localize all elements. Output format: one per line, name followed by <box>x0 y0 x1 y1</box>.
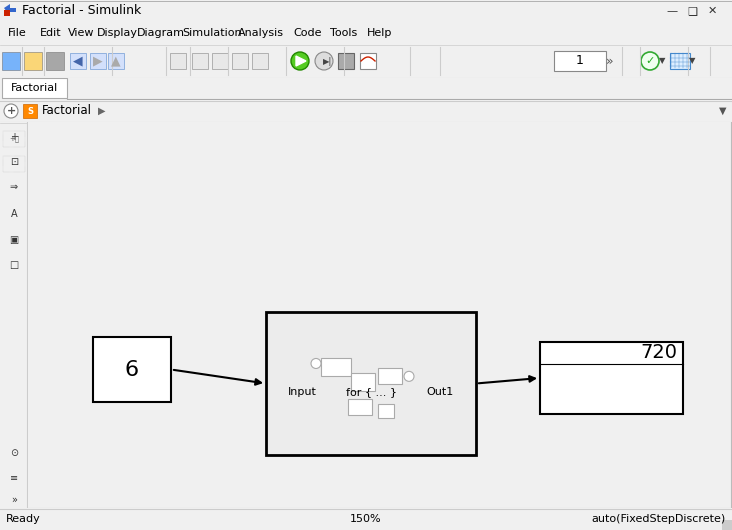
Text: »: » <box>606 55 614 67</box>
Bar <box>338 53 354 69</box>
Bar <box>378 367 402 384</box>
Text: for { ... }: for { ... } <box>346 387 397 397</box>
Text: □: □ <box>10 260 18 270</box>
Text: ▲: ▲ <box>111 55 121 67</box>
Text: ⇒: ⇒ <box>10 182 18 192</box>
Text: Input: Input <box>288 387 317 397</box>
Text: 720: 720 <box>640 343 677 363</box>
Bar <box>378 404 394 418</box>
Bar <box>4 10 10 16</box>
Bar <box>2 52 20 70</box>
Text: ≡: ≡ <box>10 473 18 483</box>
Text: Simulation: Simulation <box>182 28 242 38</box>
Text: File: File <box>8 28 27 38</box>
Text: ❑: ❑ <box>687 6 697 16</box>
Bar <box>192 53 208 69</box>
Text: ▶: ▶ <box>98 106 105 116</box>
Text: ⊡: ⊡ <box>10 157 18 167</box>
Circle shape <box>311 358 321 368</box>
Bar <box>266 312 476 455</box>
Bar <box>90 53 106 69</box>
Bar <box>108 53 124 69</box>
Text: View: View <box>68 28 94 38</box>
Text: A: A <box>11 209 18 219</box>
Bar <box>3 131 25 147</box>
Polygon shape <box>4 4 16 16</box>
Text: Analysis: Analysis <box>238 28 284 38</box>
Text: ⊙: ⊙ <box>10 448 18 458</box>
Text: 150%: 150% <box>350 514 382 524</box>
Text: ▼: ▼ <box>689 57 695 66</box>
Bar <box>722 520 732 530</box>
Text: Diagram: Diagram <box>137 28 185 38</box>
Text: Tools: Tools <box>330 28 357 38</box>
Text: ▼: ▼ <box>719 106 726 116</box>
Bar <box>554 51 606 71</box>
Polygon shape <box>296 56 306 66</box>
Text: 6: 6 <box>125 359 139 379</box>
Bar <box>540 342 683 414</box>
Bar <box>70 53 86 69</box>
Bar <box>670 53 690 69</box>
Circle shape <box>291 52 309 70</box>
Text: ✓: ✓ <box>646 56 654 66</box>
Text: Factorial: Factorial <box>11 83 58 93</box>
Text: Help: Help <box>367 28 392 38</box>
Bar <box>348 399 372 415</box>
Text: S: S <box>27 107 33 116</box>
Bar <box>232 53 248 69</box>
Bar <box>351 373 375 391</box>
Text: Factorial: Factorial <box>42 104 92 118</box>
Circle shape <box>315 52 333 70</box>
Bar <box>93 337 171 402</box>
Text: ▣: ▣ <box>10 235 18 245</box>
Text: Code: Code <box>293 28 321 38</box>
Bar <box>24 52 42 70</box>
Bar <box>46 52 64 70</box>
Text: +🔍: +🔍 <box>9 136 19 142</box>
Bar <box>170 53 186 69</box>
Text: Factorial - Simulink: Factorial - Simulink <box>22 4 141 17</box>
Text: Out1: Out1 <box>427 387 454 397</box>
Text: +: + <box>7 106 15 116</box>
Bar <box>360 53 376 69</box>
Bar <box>212 53 228 69</box>
Bar <box>321 358 351 376</box>
Text: ✕: ✕ <box>707 6 717 16</box>
Bar <box>3 156 25 172</box>
Text: auto(FixedStepDiscrete): auto(FixedStepDiscrete) <box>591 514 726 524</box>
Text: +: + <box>10 132 18 142</box>
Circle shape <box>404 372 414 382</box>
Bar <box>2 78 67 98</box>
Text: ◀: ◀ <box>73 55 83 67</box>
Text: —: — <box>666 6 678 16</box>
Text: 1: 1 <box>576 55 584 67</box>
Bar <box>252 53 268 69</box>
Text: ▼: ▼ <box>659 57 665 66</box>
Text: »: » <box>11 495 17 505</box>
Bar <box>23 104 37 118</box>
Circle shape <box>4 104 18 118</box>
Text: Ready: Ready <box>6 514 41 524</box>
Text: Display: Display <box>97 28 138 38</box>
Circle shape <box>641 52 659 70</box>
Text: ▶|: ▶| <box>324 57 332 66</box>
Text: ▶: ▶ <box>93 55 102 67</box>
Text: Edit: Edit <box>40 28 61 38</box>
